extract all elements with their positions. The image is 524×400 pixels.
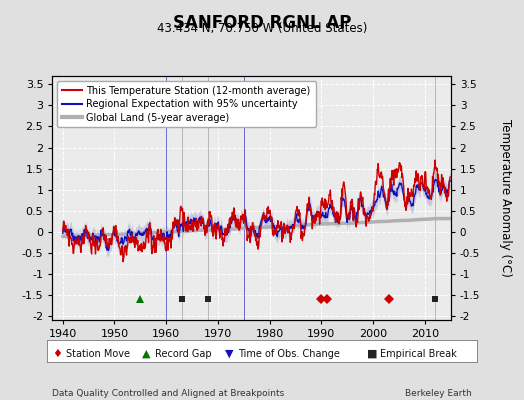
Text: Empirical Break: Empirical Break [380,349,456,359]
Legend: This Temperature Station (12-month average), Regional Expectation with 95% uncer: This Temperature Station (12-month avera… [57,81,315,127]
Text: ♦: ♦ [52,349,62,359]
Text: Record Gap: Record Gap [155,349,211,359]
Text: 43.434 N, 70.750 W (United States): 43.434 N, 70.750 W (United States) [157,22,367,35]
Text: ■: ■ [367,349,377,359]
Y-axis label: Temperature Anomaly (°C): Temperature Anomaly (°C) [499,119,512,277]
Text: Berkeley Earth: Berkeley Earth [405,389,472,398]
Text: Data Quality Controlled and Aligned at Breakpoints: Data Quality Controlled and Aligned at B… [52,389,285,398]
Text: SANFORD RGNL AP: SANFORD RGNL AP [173,14,351,32]
Text: ▲: ▲ [141,349,150,359]
Text: Time of Obs. Change: Time of Obs. Change [238,349,340,359]
Text: Station Move: Station Move [66,349,129,359]
Text: ▼: ▼ [225,349,234,359]
